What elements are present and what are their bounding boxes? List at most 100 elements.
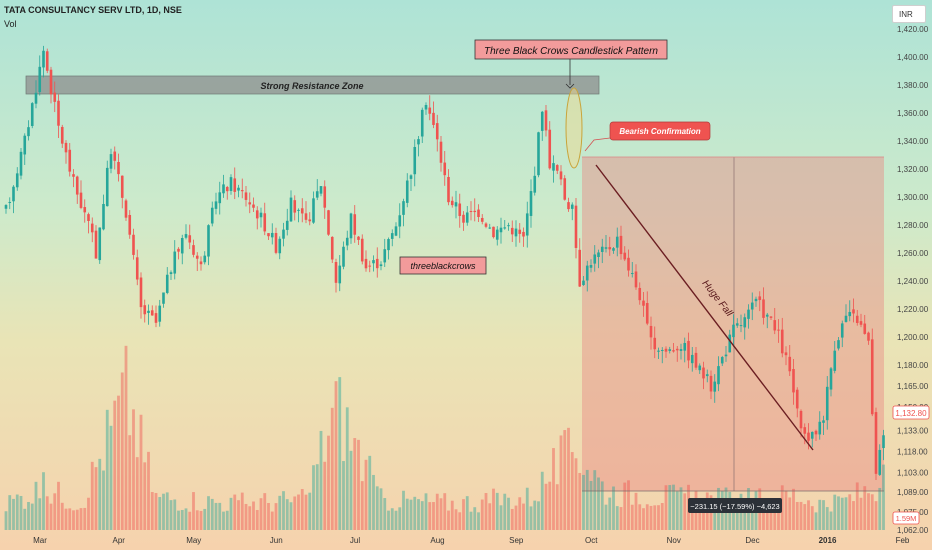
volume-bar — [379, 488, 383, 530]
candle — [585, 260, 589, 292]
volume-bar — [323, 461, 327, 530]
candle — [207, 224, 210, 266]
candle — [570, 202, 574, 221]
candle — [45, 48, 49, 74]
candle-body — [548, 129, 552, 169]
candle-body — [315, 191, 319, 198]
candle — [825, 376, 829, 430]
volume-bar — [372, 474, 375, 530]
candle — [679, 343, 683, 360]
volume-bar — [207, 496, 210, 530]
volume-bar — [837, 496, 840, 530]
candle — [713, 374, 717, 403]
x-tick-label: Jul — [350, 536, 360, 545]
candle-body — [330, 236, 334, 260]
candle-body — [225, 186, 229, 192]
candle-body — [870, 339, 874, 415]
candle-body — [492, 226, 495, 238]
candle-body — [878, 449, 882, 475]
volume-bar — [364, 459, 368, 530]
candle — [792, 358, 795, 405]
volume-bar — [578, 472, 582, 530]
volume-bar — [788, 497, 792, 530]
candle — [507, 222, 510, 231]
candle — [327, 209, 330, 236]
volume-bar — [173, 499, 177, 530]
candle — [154, 305, 158, 328]
candle — [394, 222, 398, 237]
volume-bar — [848, 494, 852, 530]
volume-bar — [94, 467, 98, 530]
volume-bar — [49, 503, 53, 530]
volume-bar — [289, 502, 293, 530]
candle-body — [510, 227, 514, 235]
candle — [739, 314, 743, 333]
volume-bar — [218, 502, 222, 530]
candle-body — [357, 236, 360, 240]
candle — [578, 238, 582, 287]
candle — [765, 312, 769, 329]
volume-bar — [803, 504, 807, 530]
candle-body — [270, 232, 274, 238]
candle-body — [323, 186, 327, 208]
y-axis[interactable]: 1,420.00 1,400.00 1,380.00 1,360.00 1,340.00… — [897, 25, 929, 535]
volume-bar — [784, 490, 788, 530]
volume-bar — [72, 510, 75, 530]
candle — [855, 309, 859, 326]
candle — [589, 259, 593, 273]
volume-bar — [34, 481, 38, 530]
volume-bar — [499, 505, 503, 530]
candle — [462, 211, 465, 231]
volume-bar — [615, 506, 619, 530]
candle — [447, 169, 450, 206]
candle-body — [402, 201, 405, 215]
candle-body — [285, 220, 289, 230]
candle — [192, 239, 195, 258]
volume-bar — [75, 509, 79, 530]
y-tick-label: 1,320.00 — [897, 165, 929, 174]
volume-bar — [394, 510, 398, 530]
candle — [417, 136, 420, 157]
candle — [225, 185, 229, 200]
volume-bar — [259, 498, 263, 530]
candle — [435, 114, 439, 152]
currency-selector[interactable]: INR — [892, 5, 926, 23]
x-axis[interactable]: Mar Apr May Jun Jul Aug Sep Oct Nov Dec 2016 Feb — [33, 536, 910, 545]
candle — [330, 236, 334, 264]
candle-body — [379, 264, 383, 267]
volume-bar — [4, 511, 8, 530]
candle — [390, 229, 394, 247]
volume-bar — [777, 506, 780, 530]
volume-bar — [559, 435, 563, 530]
candle-body — [514, 228, 518, 237]
candle — [687, 332, 690, 369]
last-price-badge — [892, 405, 930, 420]
volume-bar — [567, 427, 570, 530]
volume-bar — [859, 497, 863, 530]
candle-body — [552, 163, 555, 171]
volume-bar — [162, 493, 165, 530]
candle-body — [188, 235, 192, 243]
candle-body — [810, 431, 814, 439]
candle-body — [447, 176, 450, 203]
candle-body — [657, 350, 660, 352]
candle — [158, 299, 162, 327]
volume-bar — [387, 510, 390, 530]
candle-body — [698, 365, 702, 371]
candle — [229, 174, 233, 195]
volume-bar — [390, 508, 394, 530]
candle — [319, 185, 323, 197]
candle — [705, 369, 709, 383]
candle — [874, 407, 878, 480]
candle — [717, 356, 720, 392]
volume-bar — [274, 503, 278, 530]
candle — [668, 346, 672, 354]
candle-body — [60, 126, 64, 144]
candle-body — [758, 296, 762, 301]
volume-bar — [132, 409, 135, 530]
candle — [424, 102, 428, 115]
volume-bar — [417, 499, 420, 530]
candle — [863, 314, 867, 335]
volume-bar — [649, 505, 653, 530]
